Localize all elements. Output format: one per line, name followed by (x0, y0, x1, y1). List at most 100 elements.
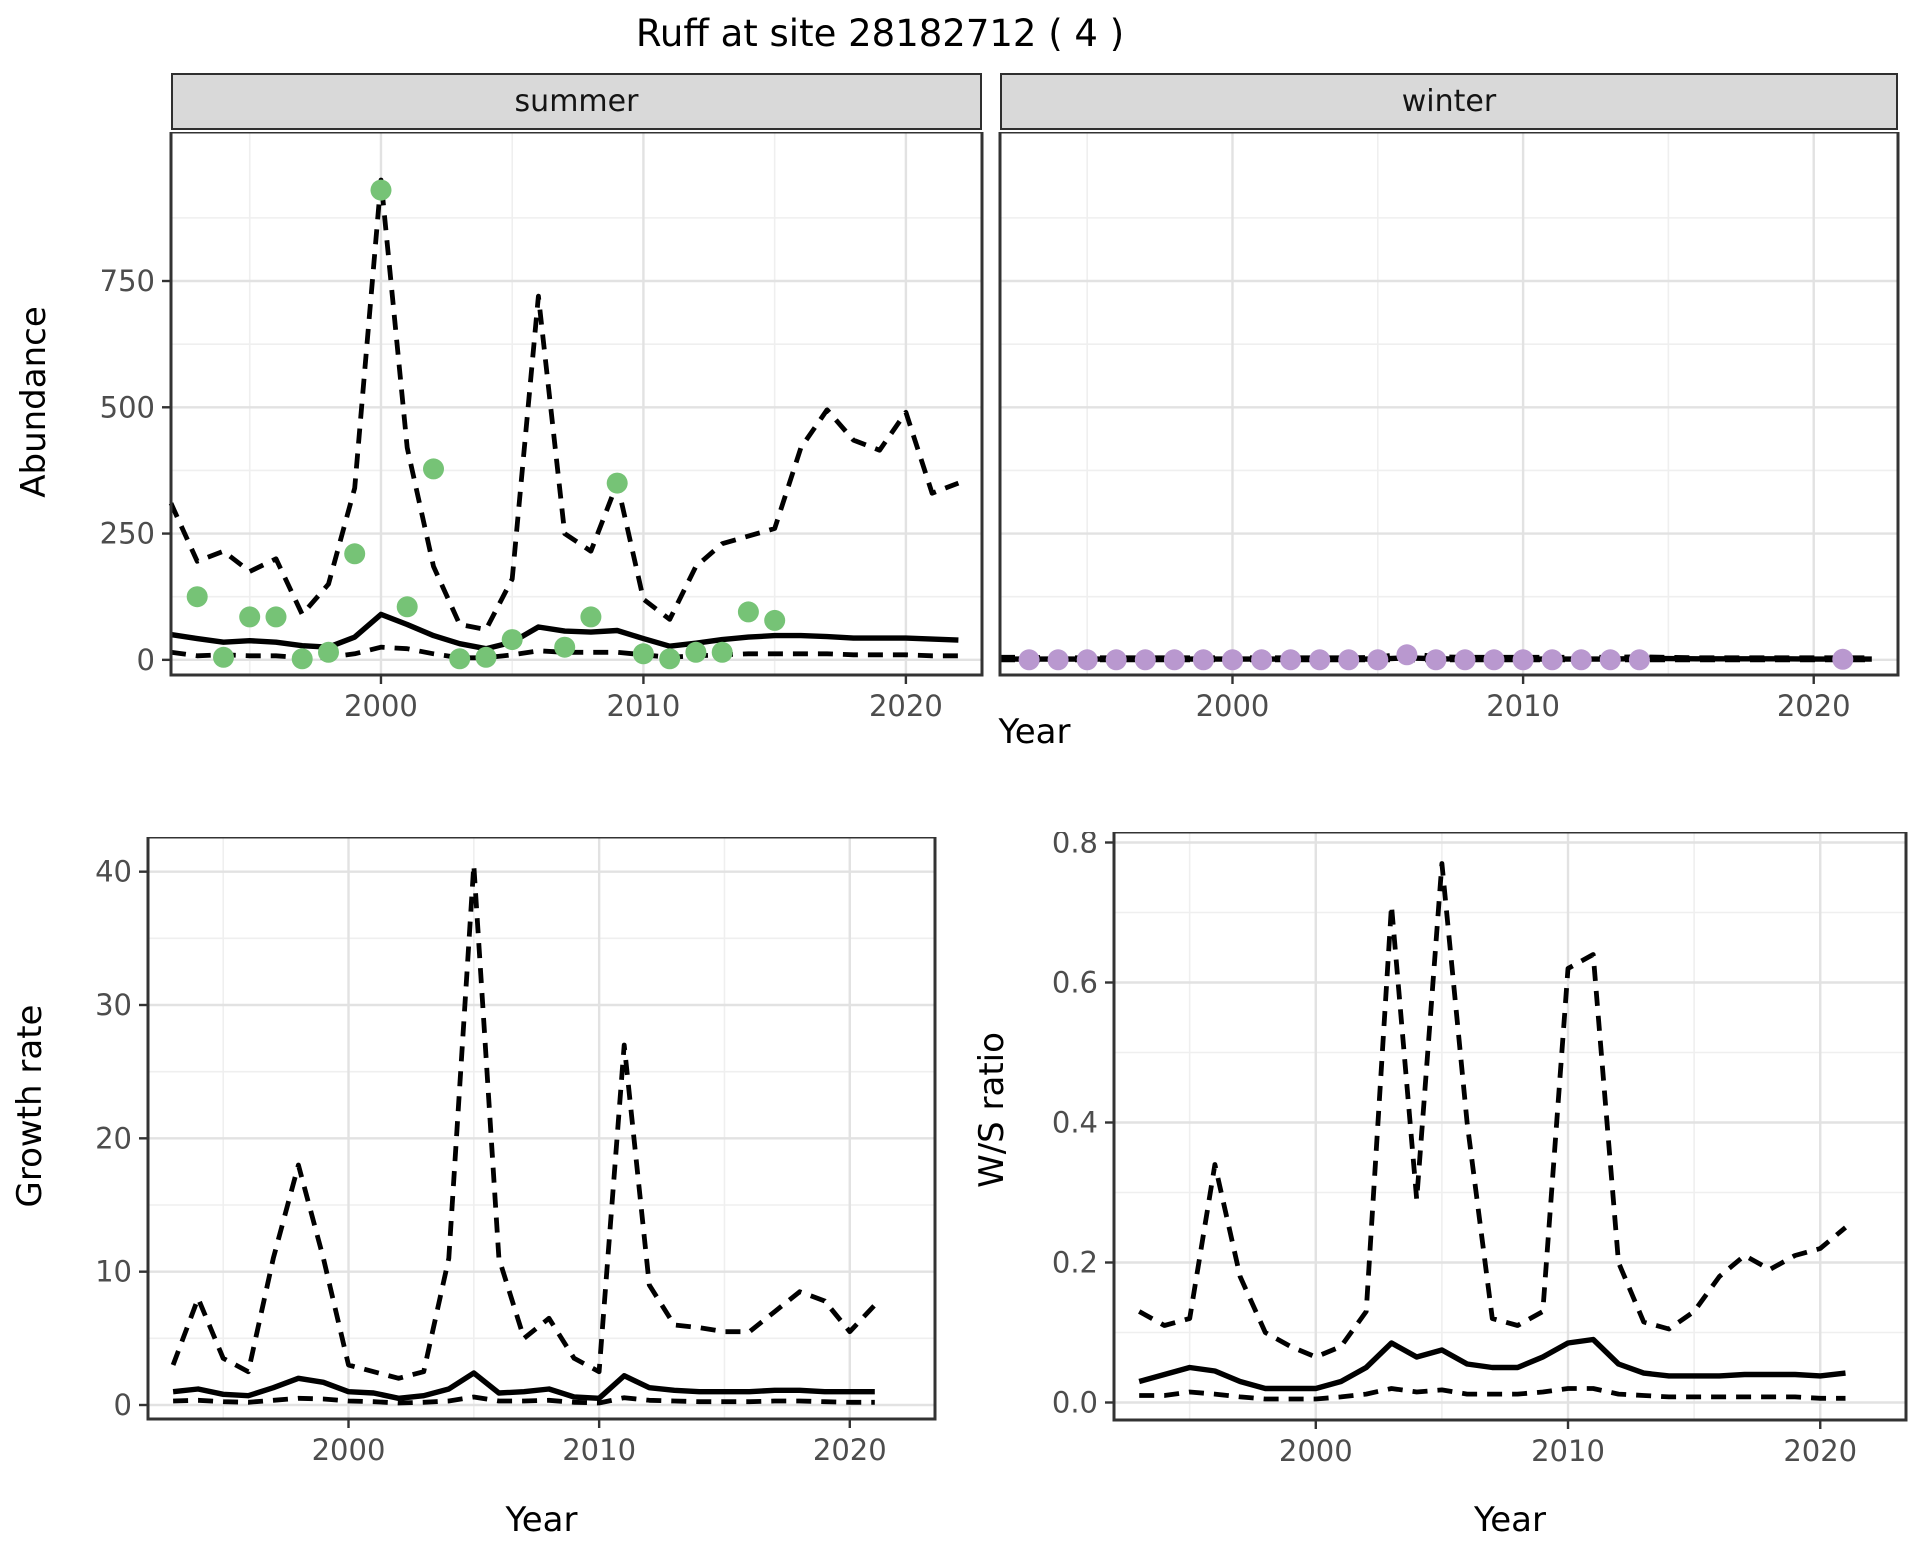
observed-point (1483, 649, 1505, 671)
observed-point (606, 472, 628, 494)
series-solid-line (170, 611, 959, 652)
growth-rate-axis-title: Growth rate (10, 1004, 50, 1208)
observed-point (1512, 649, 1534, 671)
observed-point (318, 641, 339, 663)
y-tick-label: 10 (95, 1255, 132, 1289)
observed-point (1163, 649, 1185, 671)
x-tick-label: 2000 (1279, 1434, 1353, 1468)
panel-background (148, 837, 935, 1419)
observed-point (1338, 649, 1360, 671)
panel-border (146, 837, 937, 1421)
panel-border (169, 132, 984, 677)
y-tick-label: 0.2 (1052, 1246, 1098, 1280)
observed-point (580, 606, 602, 628)
y-tick-label: 500 (100, 390, 155, 424)
y-tick-label: 0.6 (1052, 966, 1098, 1000)
y-tick-label: 20 (95, 1121, 132, 1155)
observed-point (1832, 648, 1854, 670)
observed-point (1280, 649, 1302, 671)
observed-point (1251, 649, 1273, 671)
observed-point (1628, 649, 1650, 671)
observed-point (1570, 649, 1592, 671)
y-tick-label: 0 (137, 643, 155, 677)
observed-point (265, 606, 287, 628)
panel-border (998, 132, 1900, 677)
y-tick-label: 0 (114, 1388, 132, 1422)
series-dashed-line (1139, 1386, 1846, 1402)
observed-point (449, 648, 471, 670)
observed-point (1425, 649, 1447, 671)
x-tick-label: 2000 (344, 689, 418, 722)
year-axis-title-ws: Year (1474, 1500, 1546, 1540)
y-tick-label: 40 (95, 855, 132, 889)
x-tick-label: 2010 (607, 689, 681, 722)
y-tick-label: 750 (100, 264, 155, 298)
series-solid-line (1138, 1336, 1846, 1392)
ws-ratio-axis-title: W/S ratio (972, 1032, 1012, 1188)
x-tick-label: 2010 (562, 1433, 636, 1467)
abundance-axis-title: Abundance (14, 306, 54, 498)
observed-point (1367, 649, 1389, 671)
x-tick-label: 2020 (1783, 1434, 1857, 1468)
observed-point (1018, 649, 1040, 671)
observed-point (1222, 649, 1243, 671)
facet-strip-winter-label: winter (1401, 84, 1497, 119)
winter-abundance-plot: 2000 2010 2020 (998, 132, 1900, 722)
observed-point (501, 629, 523, 651)
summer-abundance-plot: 2000 2010 2020 0 250 500 750 (100, 132, 984, 722)
series-solid-line (172, 1370, 875, 1401)
y-tick-label: 30 (95, 988, 132, 1022)
panel-background (171, 132, 982, 675)
facet-strip-summer: summer (171, 73, 982, 130)
x-tick-label: 2010 (1531, 1434, 1605, 1468)
observed-point (659, 648, 681, 670)
observed-point (423, 458, 444, 480)
series-dashed-line (170, 862, 877, 1381)
x-tick-label: 2010 (1486, 689, 1560, 722)
observed-point (554, 636, 576, 658)
x-tick-label: 2020 (869, 689, 943, 722)
observed-point (1134, 649, 1156, 671)
observed-point (1076, 649, 1098, 671)
observed-point (213, 646, 234, 668)
observed-point (370, 179, 392, 201)
series-dashed-line (173, 1394, 875, 1406)
observed-point (632, 643, 654, 665)
x-tick-label: 2000 (1196, 689, 1270, 722)
panel-background (1000, 132, 1898, 675)
observed-point (737, 601, 759, 623)
facet-strip-summer-label: summer (514, 84, 639, 119)
observed-point (1396, 644, 1418, 666)
series-dashed-line (1138, 861, 1848, 1360)
observed-point (1105, 649, 1127, 671)
observed-point (344, 543, 366, 565)
observed-point (186, 586, 208, 608)
y-tick-label: 250 (100, 517, 155, 551)
observed-point (1454, 649, 1476, 671)
observed-point (1192, 649, 1214, 671)
observed-point (1047, 649, 1069, 671)
panel-border (1112, 832, 1908, 1422)
growth-rate-plot: 2000 2010 2020 0 10 20 30 40 (95, 837, 937, 1467)
observed-point (711, 641, 733, 663)
year-axis-title-top: Year (998, 712, 1071, 752)
ws-ratio-plot: 2000 2010 2020 0.0 0.2 0.4 0.6 0.8 (1052, 832, 1908, 1468)
year-axis-title-growth: Year (505, 1500, 578, 1540)
y-tick-label: 0.0 (1052, 1386, 1098, 1420)
observed-point (291, 648, 313, 670)
observed-point (1541, 649, 1563, 671)
facet-strip-winter: winter (1000, 73, 1898, 130)
observed-point (685, 641, 707, 663)
observed-point (239, 606, 261, 628)
y-tick-label: 0.8 (1052, 832, 1098, 860)
observed-point (1599, 649, 1621, 671)
chart-title: Ruff at site 28182712 ( 4 ) (635, 12, 1125, 55)
x-tick-label: 2020 (1777, 689, 1851, 722)
y-tick-label: 0.4 (1052, 1106, 1098, 1140)
x-tick-label: 2020 (813, 1433, 887, 1467)
observed-point (396, 596, 418, 618)
series-dashed-line (168, 177, 960, 632)
observed-point (475, 646, 497, 668)
x-tick-label: 2000 (312, 1433, 386, 1467)
